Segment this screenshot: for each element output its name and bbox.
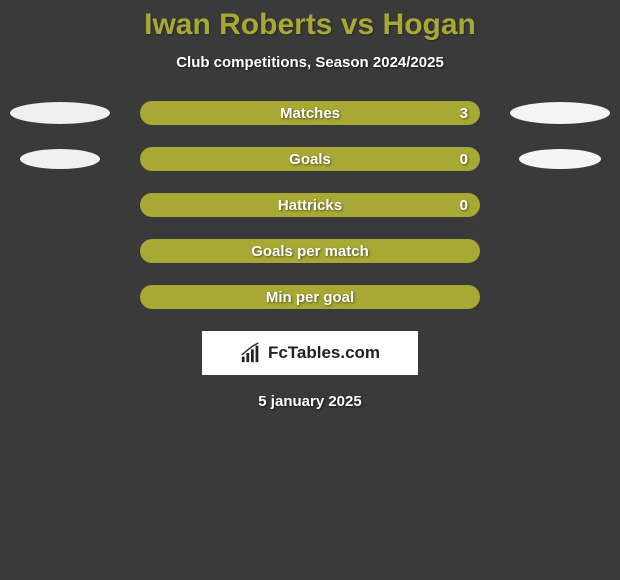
stat-row: Matches 3 bbox=[0, 101, 620, 125]
stat-row: Goals 0 bbox=[0, 147, 620, 171]
footer-date: 5 january 2025 bbox=[0, 393, 620, 410]
right-ellipse-slot bbox=[500, 149, 620, 169]
stat-bar: Min per goal bbox=[140, 285, 480, 309]
stat-row: Hattricks 0 bbox=[0, 193, 620, 217]
stat-row: Goals per match bbox=[0, 239, 620, 263]
right-ellipse-slot bbox=[500, 102, 620, 124]
player-right-marker bbox=[510, 102, 610, 124]
stat-label: Hattricks bbox=[278, 197, 342, 214]
page-subtitle: Club competitions, Season 2024/2025 bbox=[0, 54, 620, 71]
stat-bar: Matches 3 bbox=[140, 101, 480, 125]
player-left-marker bbox=[10, 102, 110, 124]
player-left-marker bbox=[20, 149, 100, 169]
stat-label: Goals per match bbox=[251, 243, 369, 260]
chart-icon bbox=[240, 342, 262, 364]
stat-label: Goals bbox=[289, 151, 331, 168]
left-ellipse-slot bbox=[0, 149, 120, 169]
left-ellipse-slot bbox=[0, 102, 120, 124]
stat-bar: Hattricks 0 bbox=[140, 193, 480, 217]
stat-bar: Goals 0 bbox=[140, 147, 480, 171]
stat-value: 0 bbox=[460, 197, 468, 214]
infographic-container: Iwan Roberts vs Hogan Club competitions,… bbox=[0, 0, 620, 410]
stats-area: Matches 3 Goals 0 Hattricks 0 Goals per match M… bbox=[0, 101, 620, 309]
brand-logo-box: FcTables.com bbox=[202, 331, 418, 375]
stat-bar: Goals per match bbox=[140, 239, 480, 263]
page-title: Iwan Roberts vs Hogan bbox=[0, 8, 620, 42]
stat-value: 0 bbox=[460, 151, 468, 168]
stat-value: 3 bbox=[460, 105, 468, 122]
player-right-marker bbox=[519, 149, 601, 169]
stat-row: Min per goal bbox=[0, 285, 620, 309]
stat-label: Min per goal bbox=[266, 289, 354, 306]
stat-label: Matches bbox=[280, 105, 340, 122]
brand-name: FcTables.com bbox=[268, 343, 380, 363]
